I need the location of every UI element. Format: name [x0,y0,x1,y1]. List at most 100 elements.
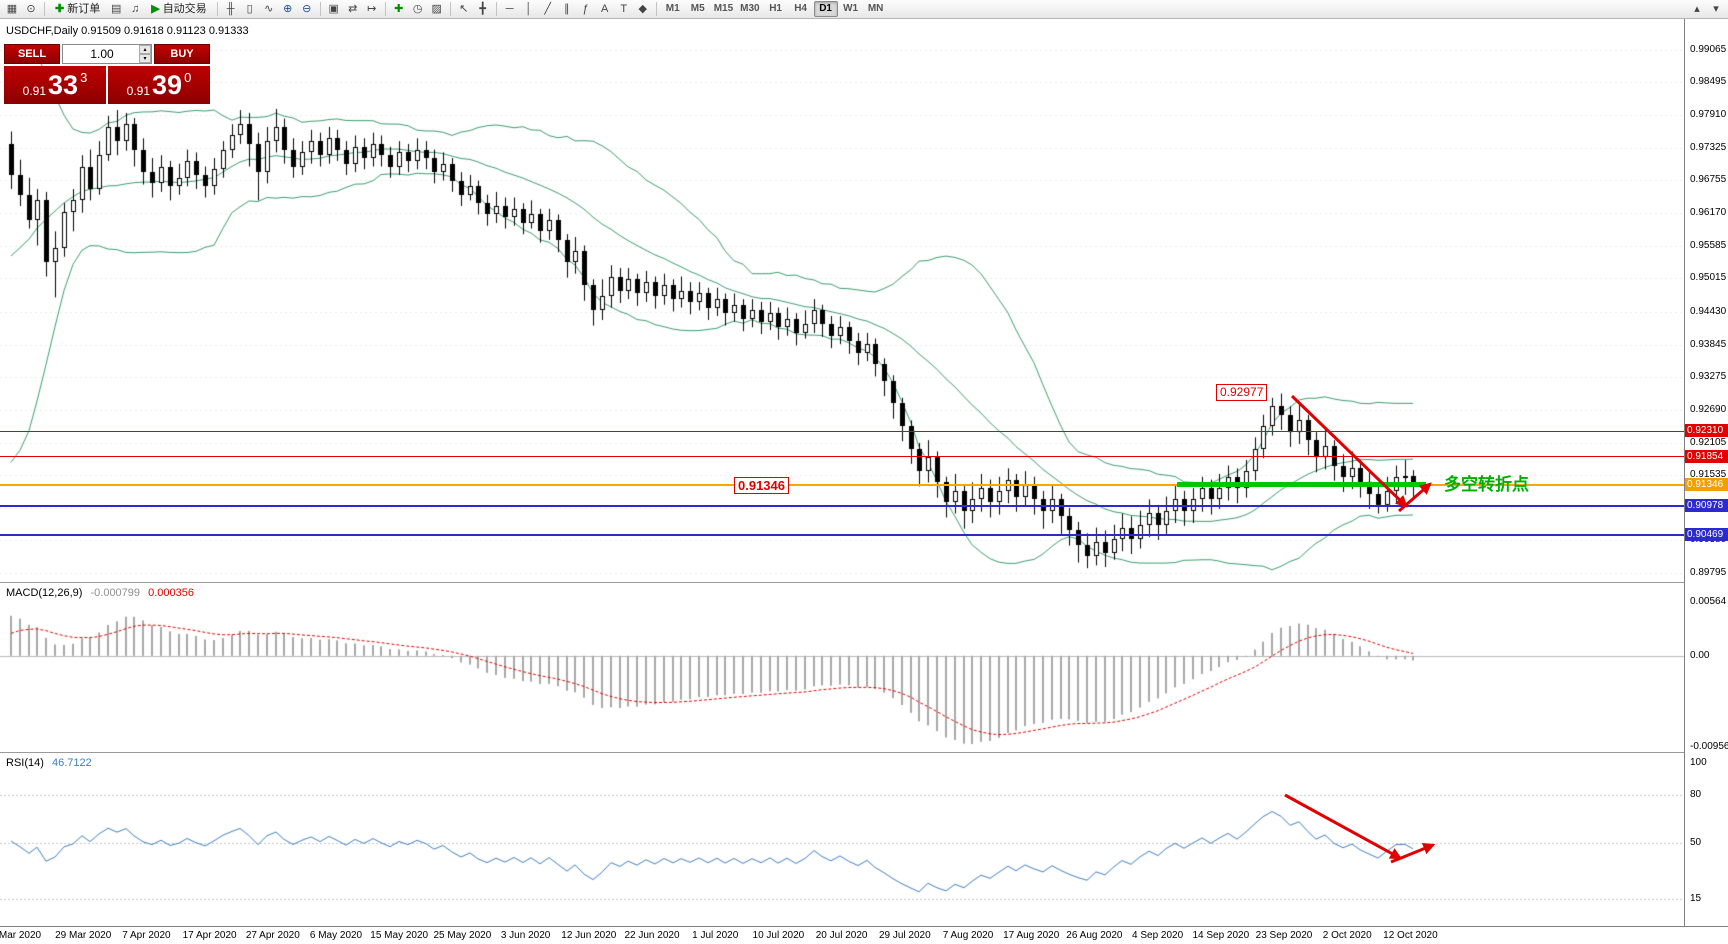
time-axis-label: 4 Sep 2020 [1132,930,1184,941]
volume-down-button[interactable]: ▾ [139,54,151,63]
rsi-axis-label: 80 [1690,789,1702,800]
price-axis-label: 0.92105 [1690,436,1727,448]
time-axis-label: 17 Apr 2020 [182,930,237,941]
toolbar-group-chart: ▦ ⊙ [3,1,40,17]
horizontal-line-0.91346[interactable] [0,484,1684,487]
swing-high-price-label[interactable]: 0.92977 [1216,384,1268,401]
toolbar-separator [655,2,657,16]
toolbar-overflow-up[interactable]: ▴ [1688,1,1706,17]
pane-divider[interactable] [0,582,1728,583]
tf-m5-button[interactable]: M5 [686,1,710,17]
alerts-button[interactable]: ♫ [126,1,144,17]
indicators-button[interactable]: ✚ [390,1,408,17]
new-order-button[interactable]: ✚ 新订单 [49,1,106,17]
horizontal-line-0.91854[interactable] [0,456,1684,458]
tf-d1-button[interactable]: D1 [813,1,838,17]
toolbar-overflow: ▴ ▾ [1688,1,1725,17]
chart-preview-button[interactable]: ⊙ [22,1,40,17]
time-axis-label: 27 Apr 2020 [245,930,300,941]
vline-button[interactable]: │ [520,1,538,17]
text-button[interactable]: A [596,1,614,17]
volume-spinner: ▴ ▾ [139,45,151,63]
tf-m30-button[interactable]: M30 [737,1,762,17]
time-axis-label: 12 Oct 2020 [1383,930,1438,941]
price-badge-0.90978: 0.90978 [1685,499,1728,513]
horizontal-line-0.92310[interactable] [0,430,1684,432]
trendline-button[interactable]: ╱ [539,1,557,17]
time-axis-label: 26 Aug 2020 [1066,930,1123,941]
time-axis-label: 12 Jun 2020 [561,930,617,941]
bid-price-big: 33 [48,70,79,100]
line-chart-button[interactable]: ∿ [260,1,278,17]
crosshair-button[interactable]: ╋ [474,1,492,17]
price-axis-label: 0.96755 [1690,174,1727,186]
buy-button[interactable]: BUY [154,44,210,64]
cursor-button[interactable]: ↖ [455,1,473,17]
main-toolbar: ▦ ⊙ ✚ 新订单 ▤ ♫ ▶ 自动交易 ╫ ▯ ∿ ⊕ ⊖ ▣ ⇄ ↦ ✚ ◷ ▨ ↖ ╋ ─ │ ╱ ∥ ƒ A T ◆… [0,0,1728,19]
time-axis-label: Mar 2020 [0,930,42,941]
rsi-axis-label: 50 [1690,837,1702,848]
tf-m1-button[interactable]: M1 [661,1,685,17]
ask-price-prefix: 0.91 [126,84,151,98]
tf-w1-button[interactable]: W1 [839,1,863,17]
text-label-button[interactable]: T [615,1,633,17]
fibonacci-button[interactable]: ƒ [577,1,595,17]
price-axis-label: 0.93275 [1690,370,1727,382]
tf-m15-button[interactable]: M15 [711,1,736,17]
macd-pane-canvas[interactable] [0,583,1684,752]
macd-signal-value: 0.000356 [148,587,194,599]
autotrading-button[interactable]: ▶ 自动交易 [145,1,212,17]
profiles-button[interactable]: ▤ [107,1,125,17]
bid-price-display[interactable]: 0.91 33 3 [4,66,106,104]
tf-h1-button[interactable]: H1 [764,1,788,17]
toolbar-separator [319,2,321,16]
bid-price-prefix: 0.91 [22,84,47,98]
time-axis-label: 29 Jul 2020 [878,930,931,941]
sell-button[interactable]: SELL [4,44,60,64]
macd-axis-label: -0.009565 [1690,741,1728,752]
volume-up-button[interactable]: ▴ [139,45,151,54]
hline-button[interactable]: ─ [501,1,519,17]
timeframe-toolbar: M1 M5 M15 M30 H1 H4 D1 W1 MN [661,1,888,17]
bars-button[interactable]: ╫ [222,1,240,17]
zoom-out-button[interactable]: ⊖ [298,1,316,17]
toolbar-overflow-down[interactable]: ▾ [1707,1,1725,17]
auto-scroll-button[interactable]: ⇄ [344,1,362,17]
new-chart-button[interactable]: ▦ [3,1,21,17]
tile-windows-button[interactable]: ▣ [325,1,343,17]
chart-shift-button[interactable]: ↦ [363,1,381,17]
channel-button[interactable]: ∥ [558,1,576,17]
ask-price-big: 39 [152,70,183,100]
new-order-label: 新订单 [67,3,101,15]
candles-button[interactable]: ▯ [241,1,259,17]
time-axis-label: 15 May 2020 [370,930,429,941]
price-axis-label: 0.93845 [1690,338,1727,350]
time-axis-label: 14 Sep 2020 [1192,930,1250,941]
tf-h4-button[interactable]: H4 [789,1,813,17]
templates-button[interactable]: ▨ [428,1,446,17]
rsi-value: 46.7122 [51,757,92,769]
rsi-pane-canvas[interactable] [0,753,1684,926]
zoom-in-button[interactable]: ⊕ [279,1,297,17]
ask-price-display[interactable]: 0.91 39 0 [108,66,210,104]
turning-point-text[interactable]: 多空转折点 [1444,475,1529,494]
volume-input[interactable] [63,45,151,63]
toolbar-separator [44,2,45,16]
ask-price-sup: 0 [184,70,192,85]
time-axis[interactable] [0,926,1728,944]
macd-axis-label: 0.00 [1690,649,1710,661]
pane-divider[interactable] [0,752,1728,753]
price-scale-column[interactable] [1684,19,1728,926]
periods-button[interactable]: ◷ [409,1,427,17]
tf-mn-button[interactable]: MN [864,1,888,17]
price-axis-label: 0.97910 [1690,109,1727,121]
toolbar-separator [216,2,218,16]
support-price-label[interactable]: 0.91346 [734,477,789,494]
horizontal-line-0.90978[interactable] [0,505,1684,508]
shapes-button[interactable]: ◆ [634,1,652,17]
horizontal-line-0.90469[interactable] [0,533,1684,536]
price-badge-0.91854: 0.91854 [1685,449,1728,463]
price-axis-label: 0.89795 [1690,567,1727,578]
price-pane-canvas[interactable] [0,19,1684,582]
time-axis-label: 2 Oct 2020 [1322,930,1372,941]
